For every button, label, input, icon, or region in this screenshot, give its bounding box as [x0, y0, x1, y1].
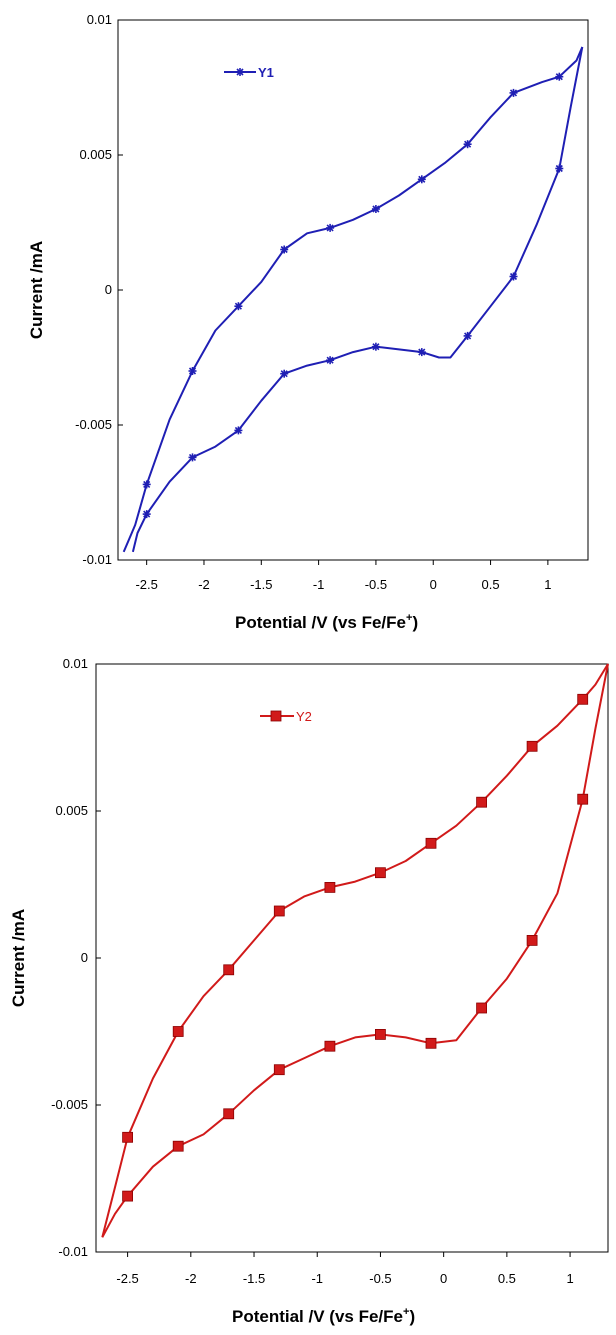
chart-2-x-tick-label: -1.5	[243, 1271, 265, 1286]
data-point-marker	[172, 1026, 184, 1037]
chart-1-y-tick-label: 0.005	[79, 147, 112, 162]
chart-2-x-axis-label-superscript: +	[403, 1306, 409, 1318]
data-point-marker	[223, 964, 235, 976]
chart-1-x-tick-label: 1	[544, 577, 551, 592]
chart-1-x-tick-label: -0.5	[365, 577, 387, 592]
chart-2-plot-frame	[95, 663, 609, 1253]
data-point-marker	[326, 223, 335, 232]
series-y2-reverse-sweep	[101, 663, 609, 1238]
chart-1-legend-label: Y1	[258, 65, 274, 80]
chart-1-y-tick-label: 0.01	[87, 12, 112, 27]
data-point-marker	[122, 1190, 133, 1202]
chart-1: -2.5 -2 -1.5 -1 -0.5 0 0.5 1 0.01 0.005 0 -0.005 -0…	[27, 12, 589, 632]
data-point-marker	[425, 837, 437, 849]
data-point-marker	[172, 1140, 184, 1152]
data-point-marker	[280, 369, 289, 378]
data-point-marker	[142, 480, 151, 489]
chart-2-y-tick-label: 0.01	[63, 656, 88, 671]
data-point-marker	[188, 367, 197, 375]
data-point-marker	[476, 1002, 488, 1014]
data-point-marker	[577, 693, 589, 705]
data-point-marker	[417, 348, 426, 357]
data-point-marker	[417, 175, 426, 184]
chart-2-x-tick-label: -2	[185, 1271, 197, 1286]
data-point-marker	[555, 72, 564, 81]
series-y1-reverse-sweep	[131, 46, 584, 553]
chart-1-legend: Y1	[224, 65, 274, 80]
data-point-marker	[371, 342, 380, 351]
chart-2-y-tick-label: -0.01	[58, 1244, 88, 1259]
data-point-marker	[326, 356, 335, 365]
data-point-marker	[188, 453, 197, 462]
data-point-marker	[476, 796, 488, 808]
chart-2: -2.5 -2 -1.5 -1 -0.5 0 0.5 1 0.01 0.005 0 -0.005 -0…	[9, 656, 609, 1326]
data-point-marker	[142, 510, 151, 519]
data-point-marker	[374, 1029, 386, 1040]
data-point-marker	[577, 793, 589, 805]
data-point-marker	[374, 867, 386, 879]
chart-1-x-axis-label-superscript: +	[406, 612, 412, 624]
chart-1-x-tick-label: -2.5	[135, 577, 157, 592]
data-point-marker	[273, 1064, 285, 1076]
chart-2-legend-label: Y2	[296, 709, 312, 724]
chart-2-x-tick-label: 0	[440, 1271, 447, 1286]
chart-2-x-tick-label: 1	[566, 1271, 573, 1286]
data-point-marker	[509, 88, 518, 97]
chart-2-y-tick-label: -0.005	[51, 1097, 88, 1112]
chart-2-y-tick-label: 0	[81, 950, 88, 965]
data-point-marker	[280, 245, 289, 254]
chart-1-y-tick-label: -0.005	[75, 417, 112, 432]
data-point-marker	[371, 205, 380, 213]
chart-1-series-y1	[122, 46, 584, 553]
chart-1-x-axis: -2.5 -2 -1.5 -1 -0.5 0 0.5 1	[135, 560, 551, 592]
data-point-marker	[223, 1108, 235, 1120]
chart-2-y-axis-label: Current /mA	[9, 909, 28, 1007]
data-point-marker	[526, 740, 538, 752]
chart-1-x-axis-label: Potential /V (vs Fe/Fe+)	[235, 612, 418, 632]
data-point-marker	[273, 905, 285, 917]
chart-1-x-tick-label: -2	[198, 577, 210, 592]
data-point-marker	[324, 882, 336, 893]
data-point-marker	[122, 1131, 133, 1143]
data-point-marker	[234, 302, 243, 311]
chart-2-x-tick-label: 0.5	[498, 1271, 516, 1286]
chart-2-y-axis: 0.01 0.005 0 -0.005 -0.01	[51, 656, 101, 1259]
data-point-marker	[509, 272, 518, 281]
chart-1-x-tick-label: 0.5	[482, 577, 500, 592]
chart-2-x-axis-label: Potential /V (vs Fe/Fe+)	[232, 1306, 415, 1326]
data-point-marker	[526, 935, 538, 946]
data-point-marker	[324, 1040, 336, 1052]
chart-1-x-tick-label: -1	[313, 577, 325, 592]
data-point-marker	[234, 426, 243, 435]
chart-2-x-tick-label: -2.5	[116, 1271, 138, 1286]
series-y1-forward-sweep	[122, 46, 584, 553]
chart-2-x-tick-label: -1	[311, 1271, 323, 1286]
chart-1-y-tick-label: 0	[105, 282, 112, 297]
chart-1-x-tick-label: -1.5	[250, 577, 272, 592]
chart-1-x-tick-label: 0	[430, 577, 437, 592]
chart-2-y-tick-label: 0.005	[55, 803, 88, 818]
chart-2-x-axis: -2.5 -2 -1.5 -1 -0.5 0 0.5 1	[116, 1252, 574, 1286]
data-point-marker	[463, 331, 472, 340]
chart-2-series-y2	[101, 663, 609, 1238]
chart-1-y-axis-label: Current /mA	[27, 241, 46, 339]
chart-2-legend: Y2	[260, 709, 312, 724]
series-y2-forward-sweep	[101, 663, 609, 1238]
data-point-marker	[463, 140, 472, 149]
data-point-marker	[425, 1037, 437, 1049]
chart-1-y-tick-label: -0.01	[82, 552, 112, 567]
chart-1-y-axis: 0.01 0.005 0 -0.005 -0.01	[75, 12, 123, 567]
chart-1-plot-frame	[117, 19, 589, 561]
chart-1-legend-marker	[236, 68, 244, 76]
data-point-marker	[555, 164, 564, 173]
chart-2-legend-marker	[270, 710, 282, 722]
chart-2-x-tick-label: -0.5	[369, 1271, 391, 1286]
